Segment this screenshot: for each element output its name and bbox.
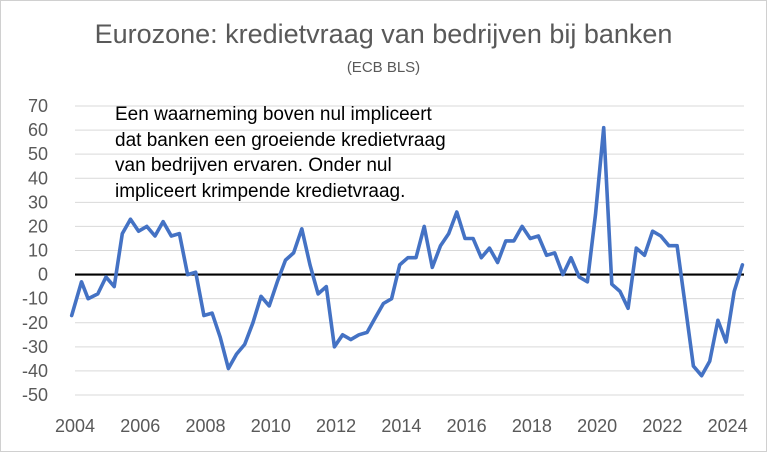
annotation-text: Een waarneming boven nul impliceert dat …	[115, 102, 535, 204]
y-tick-label: -30	[22, 337, 48, 357]
annotation-line: van bedrijven ervaren. Onder nul	[115, 155, 392, 176]
y-tick-label: -20	[22, 313, 48, 333]
x-tick-label: 2024	[708, 416, 748, 436]
gridlines	[75, 105, 744, 396]
annotation-line: Een waarneming boven nul impliceert	[115, 104, 432, 125]
y-tick-label: 20	[28, 216, 48, 236]
chart-title: Eurozone: kredietvraag van bedrijven bij…	[94, 19, 673, 49]
y-tick-label: 50	[28, 144, 48, 164]
annotation-line: dat banken een groeiende kredietvraag	[115, 129, 446, 151]
y-tick-label: 60	[28, 120, 48, 140]
x-tick-label: 2022	[642, 416, 682, 436]
x-tick-label: 2012	[316, 416, 356, 436]
y-tick-label: -40	[22, 361, 48, 381]
x-tick-label: 2010	[251, 416, 291, 436]
chart-subtitle: (ECB BLS)	[346, 59, 421, 76]
x-tick-label: 2006	[120, 416, 160, 436]
y-tick-label: 10	[28, 241, 48, 261]
y-tick-label: 40	[28, 168, 48, 188]
y-tick-label: 70	[28, 96, 48, 116]
x-tick-label: 2004	[55, 416, 95, 436]
x-tick-label: 2020	[577, 416, 617, 436]
y-tick-label: 0	[38, 265, 48, 285]
y-tick-label: -50	[22, 385, 48, 405]
x-axis-ticks: 2004 2006 2008 2010 2012 2014 2016 2018 2020 2022…	[55, 416, 748, 436]
y-axis-ticks: 70 60 50 40 30 20 10 0 -10 -20 -30 -40 -50	[22, 96, 48, 405]
y-tick-label: -10	[22, 289, 48, 309]
x-tick-label: 2016	[447, 416, 487, 436]
series-line	[69, 125, 745, 378]
x-tick-label: 2014	[381, 416, 421, 436]
annotation-line: impliceert krimpende kredietvraag.	[115, 180, 406, 202]
x-tick-label: 2018	[512, 416, 552, 436]
y-tick-label: 30	[28, 192, 48, 212]
x-tick-label: 2008	[186, 416, 226, 436]
